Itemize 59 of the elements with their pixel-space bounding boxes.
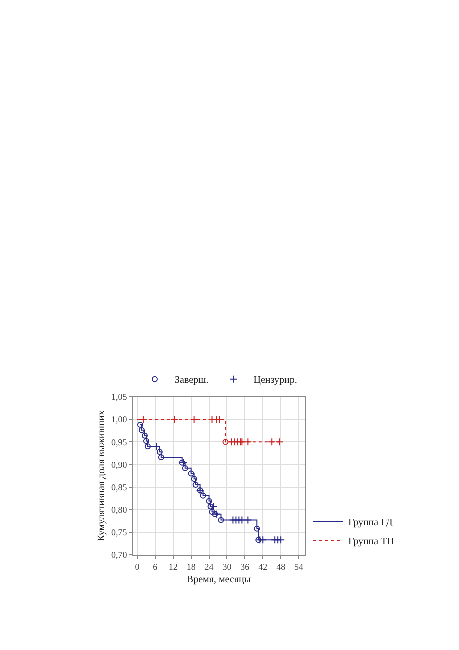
point (179, 460, 186, 466)
x-tick-label: 36 (240, 562, 250, 572)
point (156, 449, 163, 456)
point (190, 416, 198, 424)
point (276, 438, 284, 446)
point (212, 511, 218, 518)
y-tick-label: 0,70 (111, 550, 128, 560)
x-tick-label: 18 (186, 562, 196, 572)
y-tick-label: 0,75 (111, 528, 128, 538)
point (209, 509, 216, 516)
x-tick-label: 12 (168, 562, 178, 572)
point (212, 510, 221, 518)
point (158, 454, 164, 460)
point (191, 476, 198, 482)
point (244, 438, 252, 446)
point (139, 416, 148, 424)
point (180, 458, 188, 467)
point (218, 517, 224, 524)
point (268, 438, 276, 446)
point (188, 470, 194, 477)
point (259, 536, 268, 544)
x-axis-title: Время, месяцы (186, 574, 252, 586)
y-tick-label: 0,90 (111, 460, 128, 470)
point (143, 438, 150, 444)
y-tick-label: 0,85 (111, 482, 128, 492)
legend-label: Группа ГД (348, 517, 394, 528)
x-tick-label: 48 (276, 562, 286, 572)
point (216, 416, 224, 424)
y-tick-label: 1,05 (111, 392, 128, 402)
point (200, 492, 206, 499)
point (182, 465, 188, 472)
point (208, 504, 214, 510)
x-tick-label: 54 (294, 562, 304, 572)
y-tick-label: 0,95 (111, 437, 128, 448)
x-tick-label: 6 (153, 562, 158, 572)
legend-label: Цензурир. (254, 375, 298, 386)
legend-label: Группа ТП (348, 536, 394, 548)
point (192, 482, 199, 488)
y-tick-label: 0,80 (111, 505, 128, 516)
point (152, 442, 161, 451)
x-tick-label: 24 (204, 562, 214, 572)
point (144, 444, 151, 450)
point (256, 537, 262, 544)
y-axis-title: Кумулятивная доля выживших (96, 410, 108, 542)
point (142, 432, 148, 439)
x-tick-label: 30 (222, 562, 232, 572)
point (137, 422, 144, 428)
x-tick-label: 42 (258, 562, 268, 572)
x-tick-label: 0 (135, 562, 140, 572)
point (208, 416, 216, 424)
point (170, 416, 179, 424)
point (210, 502, 218, 511)
legend-label: Заверш. (175, 375, 209, 386)
point (254, 526, 260, 532)
point (244, 516, 252, 524)
point (206, 498, 212, 504)
y-tick-label: 1,00 (111, 414, 128, 425)
point (138, 427, 145, 434)
point (222, 439, 229, 446)
